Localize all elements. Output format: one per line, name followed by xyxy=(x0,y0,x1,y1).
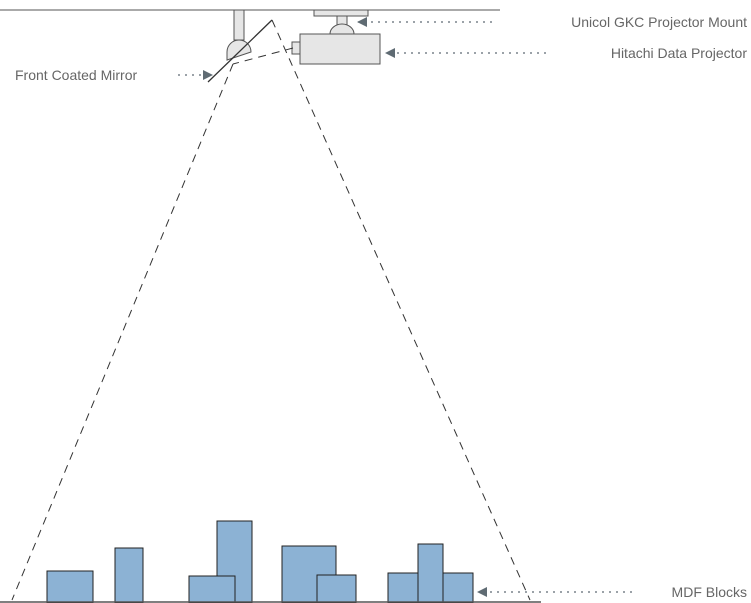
mirror-label: Front Coated Mirror xyxy=(15,67,137,83)
blocks-label: MDF Blocks xyxy=(672,584,747,600)
mdf-block xyxy=(114,547,144,603)
projector-label: Hitachi Data Projector xyxy=(611,45,748,61)
projector-mount xyxy=(313,9,369,35)
mirror-mount xyxy=(226,9,252,61)
mdf-block xyxy=(188,575,236,603)
mdf-block xyxy=(442,572,474,603)
mdf-block xyxy=(417,543,444,603)
mount-label: Unicol GKC Projector Mount xyxy=(571,14,747,30)
front-coated-mirror xyxy=(207,19,273,83)
mdf-block xyxy=(46,570,94,603)
projection-cone-right xyxy=(271,19,531,601)
data-projector xyxy=(291,33,381,65)
projection-cone-left xyxy=(11,63,234,601)
mdf-block xyxy=(316,574,357,603)
mdf-blocks xyxy=(46,520,474,603)
beam-projector-to-mirror xyxy=(232,47,294,65)
mdf-block xyxy=(387,572,419,603)
